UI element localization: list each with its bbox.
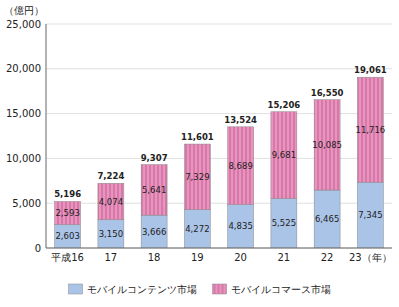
data-label: 4,074 (99, 197, 123, 207)
grid-line (46, 68, 392, 69)
x-tick-label: 17 (105, 252, 118, 263)
bar-segment (228, 127, 254, 205)
chart: 0 5,000 10,000 15,000 20,000 25,000 （億円） 2,603 3… (0, 0, 399, 307)
bar-segment (184, 144, 210, 210)
data-labels: 2,603 3,150 3,666 4,272 4,835 5,525 6,465 7,345… (54, 65, 387, 241)
data-label: 2,593 (55, 208, 79, 218)
y-tick-label: 0 (35, 243, 41, 254)
y-tick-label: 5,000 (12, 198, 41, 209)
grid (46, 24, 392, 248)
total-label: 5,196 (54, 189, 81, 199)
data-label: 6,465 (315, 214, 339, 224)
data-label: 7,345 (358, 210, 382, 220)
x-axis: 平成16 17 18 19 20 21 22 23（年） (46, 248, 392, 263)
bar-segment (98, 183, 124, 220)
total-label: 11,601 (181, 132, 214, 142)
bar-segment (271, 198, 297, 248)
bar-segment (314, 190, 340, 248)
legend-label: モバイルコマース市場 (231, 284, 331, 295)
data-label: 8,689 (228, 161, 252, 171)
data-label: 3,666 (142, 227, 166, 237)
grid-line (46, 248, 392, 249)
data-label: 4,272 (185, 224, 209, 234)
data-label: 10,085 (312, 140, 342, 150)
x-tick-label: 18 (148, 252, 161, 263)
y-axis: 0 5,000 10,000 15,000 20,000 25,000 (6, 19, 46, 254)
y-tick-label: 15,000 (6, 108, 41, 119)
total-label: 16,550 (311, 88, 344, 98)
x-tick-label: 22 (321, 252, 334, 263)
bar-segment (55, 225, 81, 248)
bar-segment (55, 201, 81, 224)
total-label: 9,307 (141, 153, 168, 163)
bar-segment (141, 165, 167, 216)
bar-segment (98, 220, 124, 248)
legend-swatch (69, 284, 83, 294)
y-tick-label: 20,000 (6, 63, 41, 74)
total-label: 19,061 (354, 65, 387, 75)
y-tick-label: 10,000 (6, 153, 41, 164)
bar-segment (271, 112, 297, 199)
legend: モバイルコンテンツ市場 モバイルコマース市場 (69, 284, 331, 295)
bars (55, 77, 384, 248)
total-label: 15,206 (267, 100, 300, 110)
grid-line (46, 24, 392, 25)
total-label: 13,524 (224, 115, 257, 125)
data-label: 3,150 (99, 229, 123, 239)
x-axis-line (46, 248, 392, 249)
legend-item: モバイルコマース市場 (213, 284, 331, 295)
data-label: 5,641 (142, 185, 166, 195)
total-label: 7,224 (97, 171, 124, 181)
data-label: 7,329 (185, 172, 209, 182)
data-label: 2,603 (55, 231, 79, 241)
data-label: 11,716 (356, 125, 386, 135)
legend-item: モバイルコンテンツ市場 (69, 284, 197, 295)
data-label: 4,835 (228, 221, 252, 231)
data-label: 9,681 (272, 150, 296, 160)
y-unit-label: （億円） (4, 5, 44, 16)
data-label: 5,525 (272, 218, 296, 228)
legend-swatch (213, 284, 227, 294)
x-tick-label: 平成16 (51, 252, 84, 263)
x-tick-label: 21 (278, 252, 291, 263)
bar-segment (141, 215, 167, 248)
x-tick-label: 19 (191, 252, 204, 263)
bar-segment (357, 182, 383, 248)
y-axis-line (46, 24, 47, 248)
legend-label: モバイルコンテンツ市場 (87, 284, 197, 295)
bar-segment (228, 205, 254, 248)
y-tick-label: 25,000 (6, 19, 41, 30)
bar-segment (184, 210, 210, 248)
x-tick-label: 20 (234, 252, 247, 263)
x-tick-label: 23（年） (349, 252, 392, 263)
